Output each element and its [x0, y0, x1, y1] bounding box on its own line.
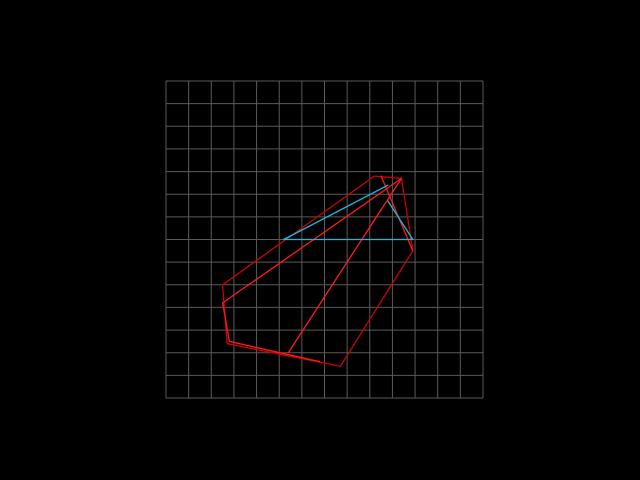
hull-edge-right	[400, 177, 414, 252]
grid	[165, 80, 484, 399]
inner-edge-d	[287, 177, 403, 354]
inner-edge-b	[221, 302, 231, 343]
polygon-edges	[221, 175, 414, 367]
hull-edge-top	[373, 175, 403, 180]
inner-edge-c	[228, 340, 321, 363]
cyan-edge-upper	[283, 184, 389, 241]
hull-edge-top-left	[221, 175, 375, 286]
inner-edge-a	[221, 177, 403, 304]
cyan-edge-right	[387, 200, 414, 241]
hull-edge-bottom	[226, 343, 342, 367]
hull-edge-bottom-right	[339, 250, 414, 367]
inner-edge-e	[380, 175, 414, 252]
